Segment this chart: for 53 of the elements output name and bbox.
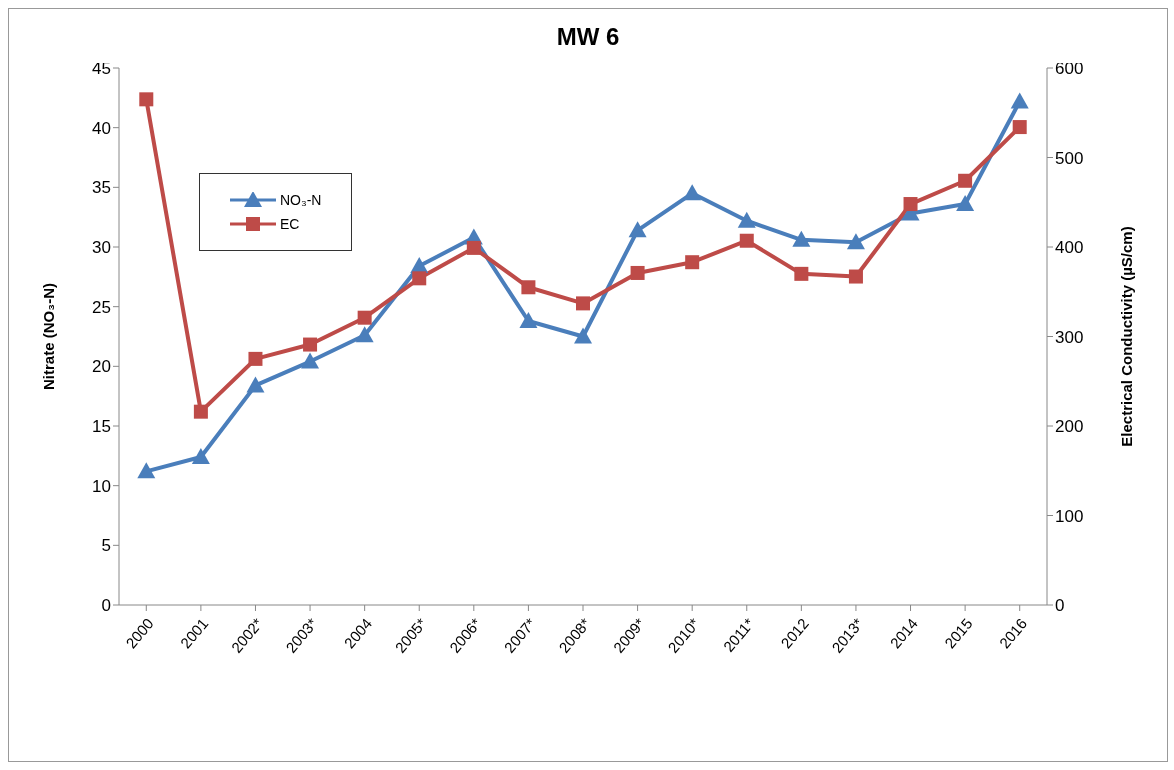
y-axis-title: Nitrate (NO₃-N)	[40, 283, 58, 390]
point	[246, 376, 265, 393]
point	[737, 211, 756, 228]
point	[466, 240, 481, 255]
point	[685, 255, 700, 270]
y2-tick-label: 500	[1055, 148, 1084, 168]
point	[519, 311, 538, 328]
point	[683, 184, 702, 201]
point	[193, 404, 208, 419]
point	[139, 92, 154, 107]
legend-label: NO₃-N	[280, 192, 322, 208]
y2-tick-label: 200	[1055, 417, 1084, 437]
point	[1012, 120, 1027, 135]
point	[958, 173, 973, 188]
y-tick-label: 0	[101, 596, 111, 616]
point	[355, 326, 374, 343]
y-tick-label: 15	[92, 417, 111, 437]
point	[794, 266, 809, 281]
point	[357, 310, 372, 325]
y-tick-label: 45	[92, 59, 111, 79]
y2-axis-title: Electrical Conductivity (µS/cm)	[1118, 226, 1136, 447]
point	[848, 269, 863, 284]
y2-tick-label: 300	[1055, 327, 1084, 347]
y-tick-label: 25	[92, 297, 111, 317]
point	[248, 351, 263, 366]
point	[303, 337, 318, 352]
point	[191, 448, 210, 465]
y-tick-label: 5	[101, 536, 111, 556]
y2-tick-label: 100	[1055, 506, 1084, 526]
point	[301, 352, 320, 369]
point	[792, 230, 811, 247]
chart-title: MW 6	[556, 23, 620, 50]
point	[956, 195, 975, 212]
y2-tick-label: 600	[1055, 59, 1084, 79]
point	[137, 462, 156, 479]
point	[1010, 92, 1029, 109]
y2-tick-label: 400	[1055, 238, 1084, 258]
y-tick-label: 30	[92, 238, 111, 258]
point	[739, 233, 754, 248]
point	[628, 221, 647, 238]
point	[903, 197, 918, 212]
point	[574, 327, 592, 344]
y-tick-label: 10	[92, 476, 111, 496]
y-tick-label: 20	[92, 357, 111, 377]
legend-label: EC	[280, 216, 300, 232]
point	[521, 280, 536, 295]
y2-tick-label: 0	[1055, 596, 1065, 616]
point	[576, 296, 590, 311]
y-tick-label: 35	[92, 178, 111, 198]
y-tick-label: 40	[92, 118, 111, 138]
point	[846, 233, 865, 250]
point	[630, 265, 645, 280]
point	[412, 271, 427, 286]
